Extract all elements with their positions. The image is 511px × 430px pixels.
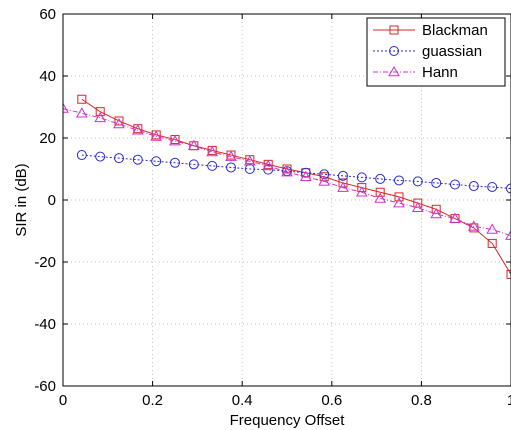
tick-labels: 0 0.2 0.4 0.6 0.8 1 -60 -40 -20 0 20 40 60: [34, 6, 511, 409]
data-point: [169, 135, 181, 146]
legend-entry: Hann: [373, 64, 458, 81]
data-point: [225, 150, 237, 161]
data-point: [337, 181, 349, 192]
data-point: [113, 118, 125, 129]
data-point: [338, 170, 348, 181]
data-point: [393, 197, 405, 208]
legend-marker: [388, 65, 400, 77]
data-point: [76, 150, 87, 161]
data-point: [132, 154, 143, 165]
data-point: [467, 220, 480, 231]
y-tick-label: 0: [48, 192, 56, 209]
data-point: [281, 166, 293, 177]
data-point: [188, 159, 199, 170]
grid: [63, 14, 511, 386]
series-layer: [63, 94, 511, 279]
data-point: [375, 187, 385, 197]
data-point: [375, 173, 386, 184]
data-point: [449, 212, 461, 223]
data-point: [319, 169, 330, 180]
data-point: [77, 94, 87, 104]
data-point: [486, 223, 499, 234]
y-tick-label: -60: [34, 378, 56, 395]
legend-entry: guassian: [373, 43, 482, 60]
data-point: [131, 124, 144, 135]
y-axis-label: SIR in (dB): [13, 163, 30, 236]
data-point: [114, 153, 124, 164]
data-point: [318, 175, 331, 186]
x-tick-label: 0.8: [411, 392, 432, 409]
legend: Blackman guassian Hann: [366, 17, 506, 87]
data-point: [150, 130, 163, 141]
x-axis-label: Frequency Offset: [230, 412, 346, 429]
data-point: [431, 204, 441, 214]
data-point: [95, 107, 105, 117]
legend-label: guassian: [422, 43, 482, 60]
data-point: [151, 156, 162, 167]
data-point: [226, 162, 236, 173]
data-point: [411, 201, 424, 212]
y-tick-label: -40: [34, 316, 56, 333]
x-tick-label: 0.2: [142, 392, 163, 409]
data-point: [487, 181, 498, 192]
data-point: [243, 155, 256, 166]
data-point: [468, 181, 479, 192]
data-point: [170, 157, 180, 168]
x-tick-label: 0.4: [232, 392, 253, 409]
data-point: [356, 172, 367, 183]
y-tick-label: 40: [39, 68, 56, 85]
data-point: [75, 107, 88, 118]
data-point: [338, 178, 348, 188]
x-tick-label: 0: [59, 392, 67, 409]
data-point: [95, 151, 106, 162]
data-point: [505, 229, 511, 240]
x-tick-label: 0.6: [321, 392, 342, 409]
data-point: [506, 269, 511, 279]
data-point: [506, 183, 511, 194]
data-point: [412, 176, 423, 187]
data-point: [374, 192, 387, 203]
data-point: [63, 102, 69, 113]
series-hann: [63, 102, 511, 240]
legend-label: Hann: [422, 64, 458, 81]
series-line: [63, 108, 511, 237]
data-point: [450, 179, 460, 190]
y-tick-label: -20: [34, 254, 56, 271]
data-point: [394, 175, 404, 186]
data-point: [355, 186, 368, 197]
data-point: [187, 139, 200, 150]
data-point: [114, 116, 124, 126]
legend-label: Blackman: [422, 22, 488, 39]
data-point: [94, 111, 107, 123]
y-tick-label: 60: [39, 6, 56, 23]
y-tick-label: 20: [39, 130, 56, 147]
data-point: [413, 198, 423, 208]
legend-marker: [389, 46, 399, 56]
x-tick-label: 1: [507, 392, 511, 409]
data-point: [394, 192, 404, 202]
data-point: [357, 183, 367, 193]
data-point: [262, 159, 275, 171]
data-point: [206, 145, 219, 157]
data-point: [299, 170, 312, 181]
series-line: [81, 98, 511, 275]
legend-marker: [389, 25, 399, 35]
data-point: [430, 207, 443, 219]
data-point: [431, 177, 442, 188]
data-point: [207, 160, 218, 171]
data-point: [487, 238, 497, 248]
legend-entry: Blackman: [373, 22, 488, 39]
